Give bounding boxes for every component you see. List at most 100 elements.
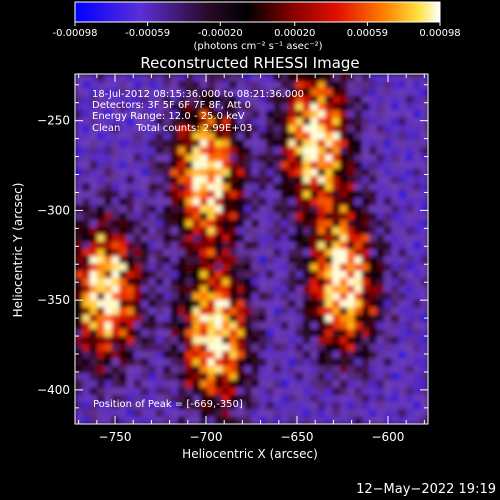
heatmap-cell	[295, 278, 304, 287]
heatmap-cell	[229, 329, 238, 338]
heatmap-cell	[273, 416, 282, 424]
heatmap-cell	[354, 336, 363, 345]
heatmap-cell	[214, 409, 223, 418]
heatmap-cell	[177, 205, 186, 214]
heatmap-cell	[200, 176, 208, 184]
heatmap-cell	[339, 263, 348, 272]
heatmap-cell	[317, 183, 326, 192]
heatmap-cell	[126, 270, 135, 279]
heatmap-cell	[398, 402, 407, 411]
heatmap-cell	[339, 249, 348, 257]
heatmap-cell	[119, 256, 128, 265]
heatmap-cell	[317, 103, 326, 112]
heatmap-cell	[177, 168, 186, 177]
heatmap-cell	[222, 256, 231, 265]
heatmap-cell	[177, 336, 186, 345]
heatmap-cell	[104, 380, 113, 389]
y-axis-label: Heliocentric Y (arcsec)	[11, 183, 25, 318]
heatmap-cell	[244, 402, 253, 411]
heatmap-cell	[222, 161, 231, 170]
heatmap-cell	[82, 212, 91, 221]
heatmap-cell	[214, 372, 223, 381]
heatmap-cell	[200, 139, 208, 148]
heatmap-cell	[280, 278, 289, 287]
heatmap-cell	[163, 117, 172, 126]
heatmap-cell	[325, 176, 333, 184]
heatmap-cell	[200, 212, 208, 221]
heatmap-cell	[229, 146, 238, 155]
heatmap-cell	[266, 146, 275, 155]
heatmap-cell	[280, 343, 289, 352]
heatmap-cell	[200, 205, 208, 214]
heatmap-cell	[310, 154, 319, 163]
heatmap-cell	[325, 146, 333, 155]
heatmap-cell	[155, 125, 164, 133]
heatmap-cell	[133, 336, 142, 345]
heatmap-cell	[200, 300, 208, 308]
heatmap-cell	[236, 409, 245, 418]
heatmap-cell	[266, 365, 275, 374]
heatmap-cell	[229, 343, 238, 352]
heatmap-cell	[111, 343, 120, 352]
heatmap-cell	[229, 336, 238, 345]
heatmap-cell	[347, 241, 356, 250]
heatmap-cell	[273, 205, 282, 214]
heatmap-cell	[251, 234, 260, 243]
heatmap-cell	[317, 270, 326, 279]
heatmap-cell	[295, 394, 304, 403]
heatmap-cell	[376, 212, 385, 221]
heatmap-cell	[89, 329, 98, 338]
heatmap-cell	[229, 278, 238, 287]
heatmap-cell	[354, 161, 363, 170]
heatmap-cell	[288, 292, 297, 301]
heatmap-cell	[383, 205, 392, 214]
heatmap-cell	[148, 402, 157, 411]
heatmap-cell	[295, 387, 304, 396]
heatmap-cell	[163, 95, 172, 104]
heatmap-cell	[163, 321, 172, 330]
heatmap-cell	[354, 249, 363, 257]
heatmap-cell	[369, 278, 378, 287]
heatmap-cell	[317, 321, 326, 330]
heatmap-cell	[192, 307, 201, 316]
heatmap-cell	[317, 300, 326, 308]
heatmap-cell	[185, 125, 194, 133]
heatmap-cell	[302, 270, 311, 279]
heatmap-cell	[185, 154, 194, 163]
heatmap-cell	[200, 380, 208, 389]
heatmap-cell	[361, 183, 370, 192]
heatmap-cell	[170, 168, 179, 177]
heatmap-cell	[111, 329, 120, 338]
heatmap-cell	[302, 234, 311, 243]
heatmap-cell	[163, 329, 172, 338]
heatmap-cell	[266, 241, 275, 250]
heatmap-cell	[185, 270, 194, 279]
heatmap-cell	[141, 292, 150, 301]
heatmap-cell	[185, 110, 194, 119]
heatmap-cell	[148, 88, 157, 97]
heatmap-cell	[89, 212, 98, 221]
heatmap-cell	[148, 205, 157, 214]
heatmap-cell	[236, 125, 245, 133]
heatmap-cell	[111, 249, 120, 257]
heatmap-cell	[141, 139, 150, 148]
heatmap-cell	[273, 161, 282, 170]
heatmap-cell	[383, 402, 392, 411]
heatmap-cell	[192, 372, 201, 381]
heatmap-cell	[361, 314, 370, 323]
heatmap-cells	[75, 74, 428, 424]
heatmap-cell	[273, 212, 282, 221]
heatmap-cell	[361, 227, 370, 236]
heatmap-cell	[75, 329, 83, 338]
heatmap-cell	[185, 132, 194, 141]
heatmap-cell	[133, 81, 142, 90]
heatmap-cell	[347, 307, 356, 316]
heatmap-cell	[75, 387, 83, 396]
footer-timestamp: 12−May−2022 19:19	[356, 482, 496, 497]
heatmap-cell	[148, 416, 157, 424]
heatmap-cell	[141, 365, 150, 374]
heatmap-cell	[192, 125, 201, 133]
heatmap-cell	[214, 336, 223, 345]
heatmap-cell	[317, 416, 326, 424]
heatmap-cell	[273, 351, 282, 359]
